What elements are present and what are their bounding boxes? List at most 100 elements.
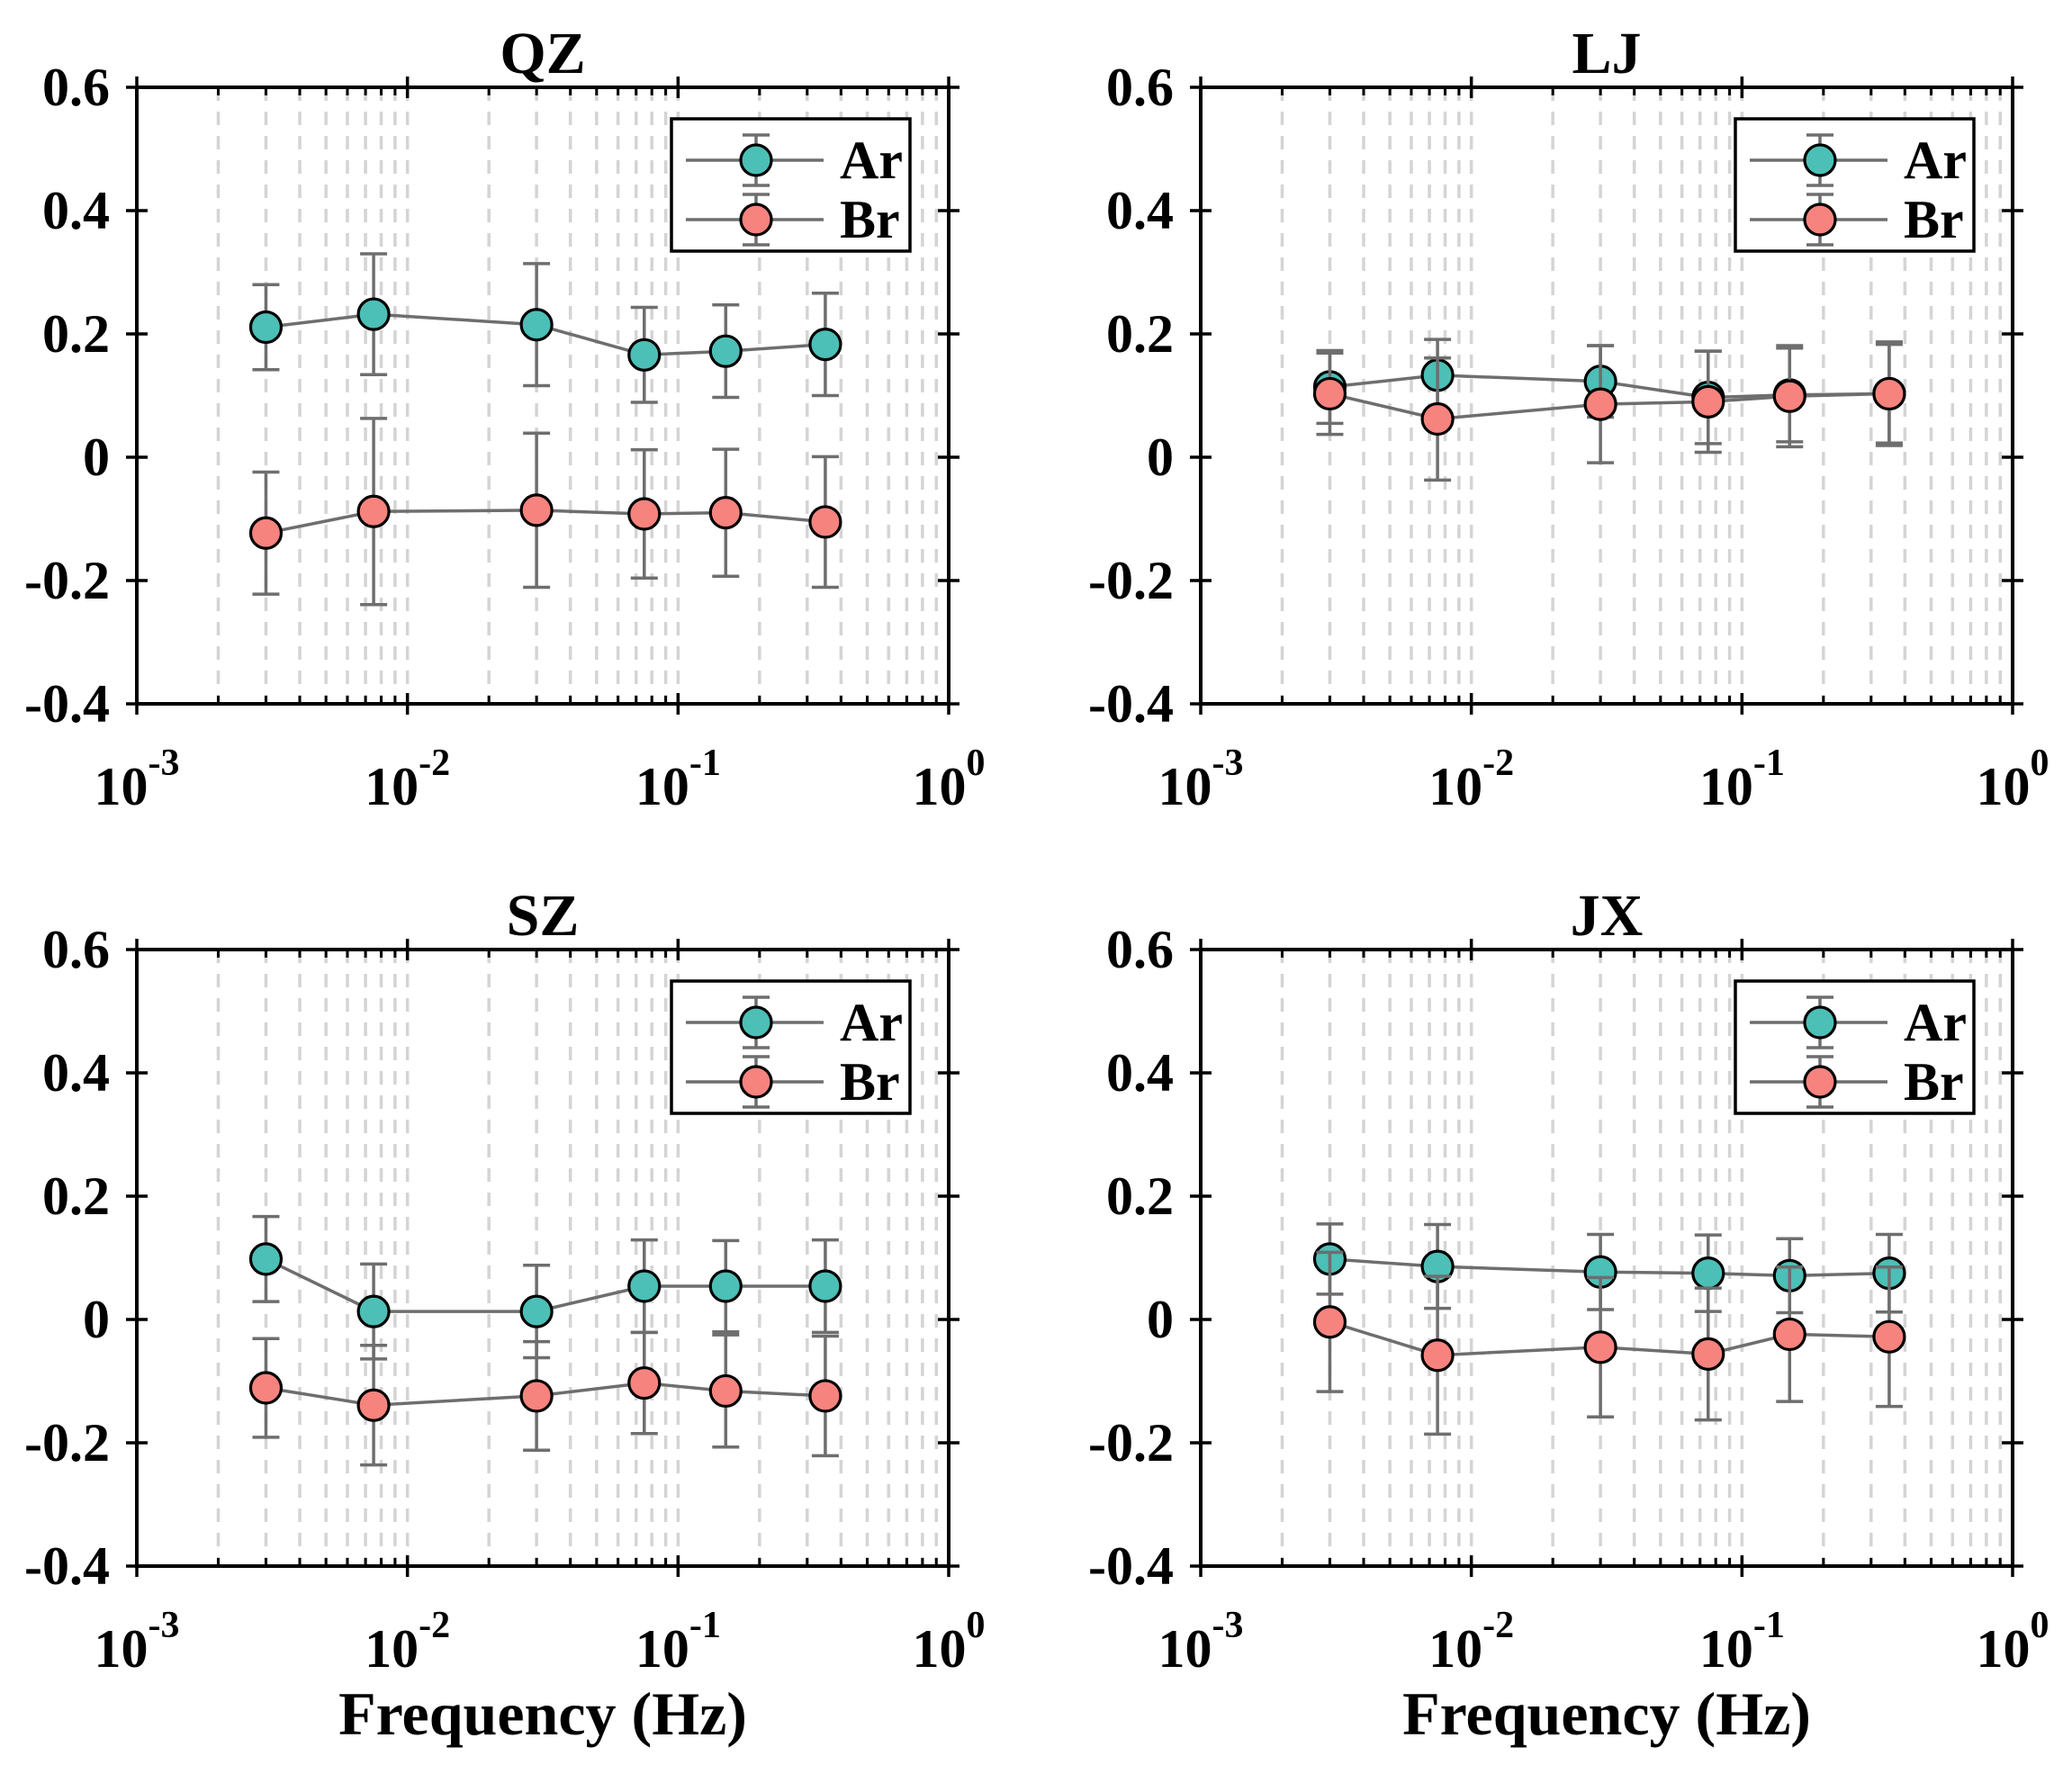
x-tick-label: 10-1 xyxy=(635,743,721,816)
axes: -0.4-0.200.20.40.610-3 10-2 10-1 100 xyxy=(1088,58,2049,816)
x-tick-label: 100 xyxy=(1977,1605,2049,1679)
data-point-ar xyxy=(1691,1256,1725,1291)
x-tick-exponent: -2 xyxy=(1482,1605,1514,1646)
axes-box xyxy=(135,948,950,1568)
x-tick-exponent: 0 xyxy=(2031,743,2049,784)
y-tick-label: 0 xyxy=(83,428,110,487)
x-tick-exponent: -1 xyxy=(1753,1605,1785,1646)
legend-marker-br xyxy=(1803,203,1837,237)
x-tick-exponent: 0 xyxy=(2031,1605,2049,1646)
x-tick-exponent: -1 xyxy=(689,1605,721,1646)
data-point-br xyxy=(356,1388,391,1422)
data-point-br xyxy=(1420,401,1455,437)
legend-marker-ar xyxy=(1803,1005,1837,1040)
x-tick-base: 10 xyxy=(1428,757,1482,816)
x-tick-base: 10 xyxy=(1699,757,1753,816)
legend-label-br: Br xyxy=(1904,1052,1964,1112)
x-tick-base: 10 xyxy=(1158,1619,1212,1679)
axes-box xyxy=(135,86,950,706)
data-point-br xyxy=(627,497,662,531)
x-tick-label: 10-2 xyxy=(1428,743,1514,816)
y-tick-label: 0 xyxy=(1147,1290,1174,1349)
data-point-br xyxy=(1772,379,1806,413)
data-point-ar xyxy=(248,1242,284,1276)
y-tick-label: 0.2 xyxy=(1106,1166,1174,1226)
x-tick-exponent: -3 xyxy=(149,1605,180,1646)
data-point-br xyxy=(248,516,284,550)
data-point-ar xyxy=(708,1269,743,1303)
legend-label-ar: Ar xyxy=(840,131,903,190)
x-tick-label: 10-1 xyxy=(635,1605,721,1679)
series-br xyxy=(248,1330,842,1467)
data-point-br xyxy=(1691,1337,1725,1371)
x-tick-exponent: -2 xyxy=(419,743,450,784)
x-tick-label: 10-3 xyxy=(1158,743,1244,816)
data-point-br xyxy=(1872,376,1906,411)
data-point-ar xyxy=(627,338,662,372)
data-point-br xyxy=(1420,1338,1455,1373)
x-tick-exponent: 0 xyxy=(967,1605,986,1646)
legend-box xyxy=(1734,117,1976,253)
subplot-title: JX xyxy=(1571,883,1644,949)
data-point-ar xyxy=(519,308,554,342)
y-tick-label: 0.2 xyxy=(1106,304,1174,364)
y-tick-label: -0.4 xyxy=(24,674,110,734)
x-tick-exponent: -1 xyxy=(689,743,721,784)
legend-label-ar: Ar xyxy=(1904,993,1967,1052)
data-point-ar xyxy=(808,328,842,362)
legend-marker-ar xyxy=(1803,143,1837,177)
y-tick-label: -0.4 xyxy=(1088,674,1174,734)
data-point-br xyxy=(356,494,391,528)
x-tick-base: 10 xyxy=(913,757,967,816)
series-br xyxy=(1312,1250,1906,1436)
subplot-jx: -0.4-0.200.20.40.610-3 10-2 10-1 100JXFrequ… xyxy=(1088,883,2049,1748)
x-axis-label: Frequency (Hz) xyxy=(1402,1679,1811,1748)
subplot-title: SZ xyxy=(507,883,580,949)
legend-entry-br: Br xyxy=(686,190,900,249)
axes-box xyxy=(1199,948,2014,1568)
subplot-sz: -0.4-0.200.20.40.610-3 10-2 10-1 100SZFrequ… xyxy=(24,883,985,1748)
x-tick-base: 10 xyxy=(1699,1619,1753,1679)
x-tick-base: 10 xyxy=(365,757,419,816)
data-point-ar xyxy=(808,1269,842,1303)
x-tick-exponent: 0 xyxy=(967,743,986,784)
data-point-ar xyxy=(708,334,743,368)
data-point-br xyxy=(708,1373,743,1409)
x-tick-exponent: -3 xyxy=(1212,1605,1244,1646)
legend-entry-ar: Ar xyxy=(686,131,903,190)
data-point-br xyxy=(519,493,554,527)
x-tick-base: 10 xyxy=(365,1619,419,1679)
data-point-br xyxy=(1872,1319,1906,1354)
x-tick-base: 10 xyxy=(635,1619,689,1679)
y-tick-label: -0.4 xyxy=(24,1536,110,1596)
x-tick-label: 10-2 xyxy=(365,743,450,816)
data-point-br xyxy=(1583,387,1617,421)
legend-box xyxy=(670,979,912,1115)
x-tick-base: 10 xyxy=(1158,757,1212,816)
axes: -0.4-0.200.20.40.610-3 10-2 10-1 100 xyxy=(1088,920,2049,1679)
x-tick-label: 10-3 xyxy=(95,1605,180,1679)
legend-entry-ar: Ar xyxy=(1750,993,1967,1052)
x-tick-label: 10-3 xyxy=(1158,1605,1244,1679)
series-br xyxy=(248,417,842,607)
axes-box xyxy=(1199,86,2014,706)
y-tick-label: 0 xyxy=(1147,428,1174,487)
y-tick-label: 0.6 xyxy=(1106,58,1174,117)
legend-marker-ar xyxy=(739,143,773,177)
series-ar xyxy=(248,252,842,404)
data-point-br xyxy=(1583,1330,1617,1364)
x-tick-label: 100 xyxy=(913,743,986,816)
y-tick-label: -0.2 xyxy=(1088,1413,1174,1472)
data-point-br xyxy=(248,1371,284,1405)
data-point-ar xyxy=(627,1269,662,1303)
data-point-ar xyxy=(519,1294,554,1328)
data-point-br xyxy=(627,1365,662,1400)
x-tick-label: 10-3 xyxy=(95,743,180,816)
x-tick-base: 10 xyxy=(1977,1619,2031,1679)
legend-marker-br xyxy=(739,1065,773,1099)
